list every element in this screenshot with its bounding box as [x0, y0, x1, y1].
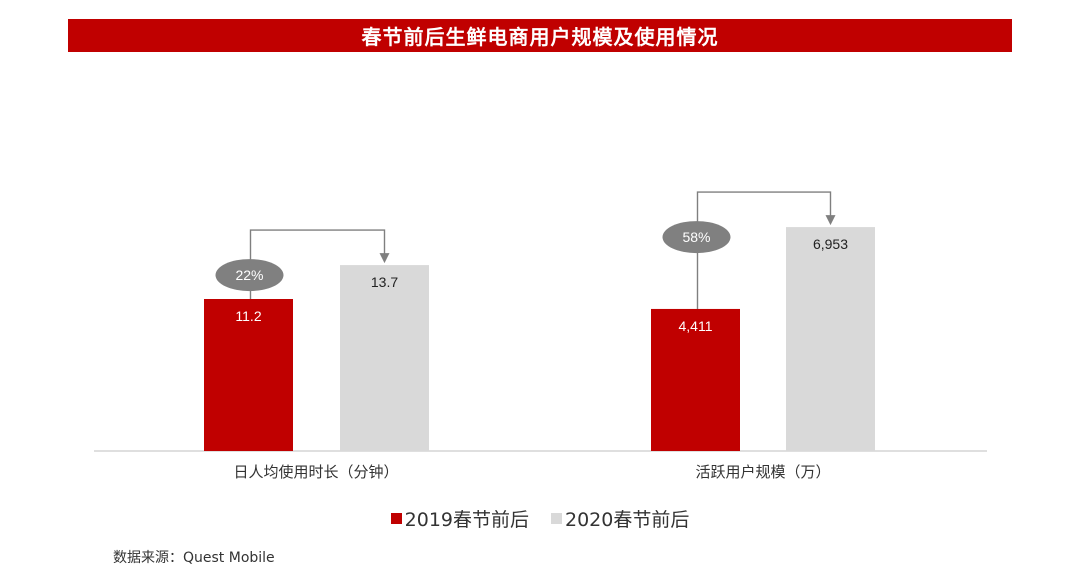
- legend-swatch-2019: [390, 513, 402, 524]
- data-label: 13.7: [371, 274, 398, 290]
- growth-badge-label: 22%: [235, 267, 263, 283]
- category-label: 日人均使用时长（分钟）: [233, 463, 398, 481]
- legend-item-2020: 2020春节前后: [551, 505, 689, 532]
- legend-item-2019: 2019春节前后: [390, 505, 529, 532]
- bar: [651, 308, 740, 451]
- data-label: 4,411: [679, 318, 713, 334]
- growth-badge: [662, 221, 731, 254]
- category-label: 活跃用户规模（万）: [695, 463, 830, 481]
- legend-label-2019: 2019春节前后: [404, 509, 529, 531]
- growth-badge: [215, 259, 284, 292]
- bar-chart: 11.2 13.7 22% 日人均使用时长（分钟） 4,411 6,953 58% 活跃用户规…: [94, 191, 987, 481]
- legend-label-2020: 2020春节前后: [565, 509, 690, 531]
- chart-title: 春节前后生鲜电商用户规模及使用情况: [68, 19, 1012, 52]
- bar: [786, 227, 875, 451]
- bar: [204, 299, 293, 451]
- data-label: 6,953: [813, 236, 848, 252]
- growth-badge-label: 58%: [682, 229, 710, 245]
- legend-swatch-2020: [551, 513, 562, 524]
- data-label: 11.2: [235, 308, 261, 324]
- source-note: 数据来源：Quest Mobile: [113, 550, 275, 566]
- arrow-head-icon: [825, 215, 836, 226]
- bar: [340, 265, 429, 451]
- legend: 2019春节前后 2020春节前后: [0, 505, 1080, 532]
- arrow-head-icon: [379, 253, 390, 264]
